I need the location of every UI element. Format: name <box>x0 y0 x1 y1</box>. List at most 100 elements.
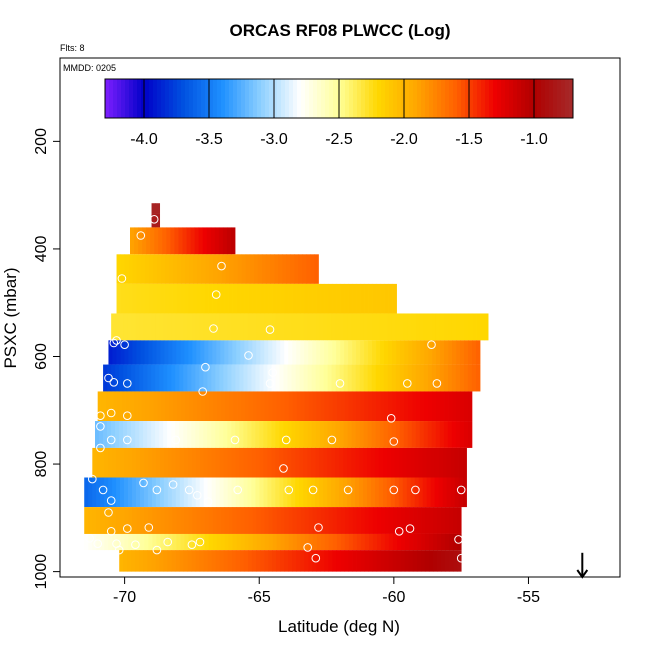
heat-cell <box>152 533 157 551</box>
colorbar-cell <box>341 79 346 118</box>
heat-cell <box>308 340 313 365</box>
heat-cell <box>191 313 196 341</box>
data-point <box>96 411 105 421</box>
heat-cell <box>363 447 368 478</box>
data-point <box>427 340 436 350</box>
heat-cell <box>423 313 429 341</box>
heat-cell <box>156 340 161 365</box>
heat-cell <box>480 313 485 341</box>
heat-cell <box>458 477 463 508</box>
heat-cell <box>203 313 208 341</box>
heat-cell <box>279 477 284 508</box>
heat-cell <box>370 477 376 508</box>
heat-cell <box>417 533 422 551</box>
heat-cell <box>335 447 340 478</box>
heat-cell <box>140 447 145 478</box>
heat-cell <box>279 421 284 448</box>
heat-cell <box>186 227 191 255</box>
heat-cell <box>476 313 481 341</box>
heat-cell <box>416 340 421 365</box>
heat-cell <box>225 254 231 284</box>
heat-cell <box>219 364 224 392</box>
heat-cell <box>472 340 477 365</box>
heat-cell <box>339 313 345 341</box>
heat-cell <box>280 533 286 551</box>
heat-cell <box>327 364 333 392</box>
heat-cell <box>268 550 273 572</box>
heat-cell <box>236 340 241 365</box>
heat-cell <box>400 391 405 422</box>
heat-cell <box>391 313 397 341</box>
heat-cell <box>248 391 254 422</box>
heat-cell <box>207 477 213 508</box>
heat-cell <box>112 340 117 365</box>
heat-cell <box>247 313 252 341</box>
heat-cell <box>311 313 317 341</box>
heat-cell <box>314 254 319 284</box>
heat-cell <box>260 550 265 572</box>
heat-cell <box>105 391 111 422</box>
heat-cell <box>225 391 230 422</box>
heat-cell <box>108 507 113 534</box>
colorbar-cell <box>241 79 246 118</box>
colorbar-cell <box>277 79 282 118</box>
heat-cell <box>123 550 128 572</box>
heat-cell <box>433 550 438 572</box>
heat-cell <box>375 313 381 341</box>
heat-cell <box>228 507 233 534</box>
heat-cell <box>280 507 286 534</box>
heat-cell <box>247 421 252 448</box>
heat-cell <box>203 477 209 508</box>
colorbar-tick-label: -1.0 <box>520 131 548 148</box>
heat-cell <box>291 364 296 392</box>
data-point <box>279 464 288 473</box>
data-point <box>123 411 132 421</box>
data-point <box>93 539 102 549</box>
heat-cell <box>180 507 185 534</box>
heat-cell <box>360 533 366 551</box>
heat-cell <box>187 421 192 448</box>
heat-cell <box>356 507 362 534</box>
heat-cell <box>295 447 300 478</box>
heat-cell <box>447 421 453 448</box>
data-point <box>152 545 162 555</box>
heat-cell <box>136 254 142 284</box>
heat-cell <box>283 447 288 478</box>
colorbar-cell <box>401 79 406 118</box>
heat-cell <box>312 550 317 572</box>
heat-cell <box>404 391 409 422</box>
heat-cell <box>251 313 256 341</box>
heat-cell <box>236 507 242 534</box>
heat-cell <box>224 507 229 534</box>
heat-cell <box>259 364 264 392</box>
heat-cell <box>396 391 401 422</box>
heat-cell <box>432 340 437 365</box>
heat-cell <box>96 533 101 551</box>
heat-cell <box>175 477 181 508</box>
heat-cell <box>160 507 165 534</box>
heat-cell <box>407 421 413 448</box>
heat-cell <box>216 507 221 534</box>
data-point <box>193 491 202 500</box>
heat-cell <box>378 477 384 508</box>
heat-cell <box>137 391 142 422</box>
heat-cell <box>253 254 259 284</box>
heat-cell <box>239 364 244 392</box>
heat-cell <box>166 227 171 255</box>
colorbar-cell <box>161 79 166 118</box>
heat-cell <box>249 254 255 284</box>
heat-cell <box>135 364 140 392</box>
colorbar-cell <box>469 79 474 118</box>
heat-cell <box>307 421 312 448</box>
heat-cell <box>84 533 89 551</box>
heat-cell <box>291 313 297 341</box>
heat-cell <box>298 254 303 284</box>
heat-cell <box>388 391 393 422</box>
heat-cell <box>278 254 283 284</box>
colorbar-cell <box>173 79 178 118</box>
heat-cell <box>371 313 377 341</box>
heat-cell <box>356 340 361 365</box>
heat-cell <box>264 283 269 314</box>
data-point <box>112 336 121 345</box>
data-point <box>303 543 313 552</box>
